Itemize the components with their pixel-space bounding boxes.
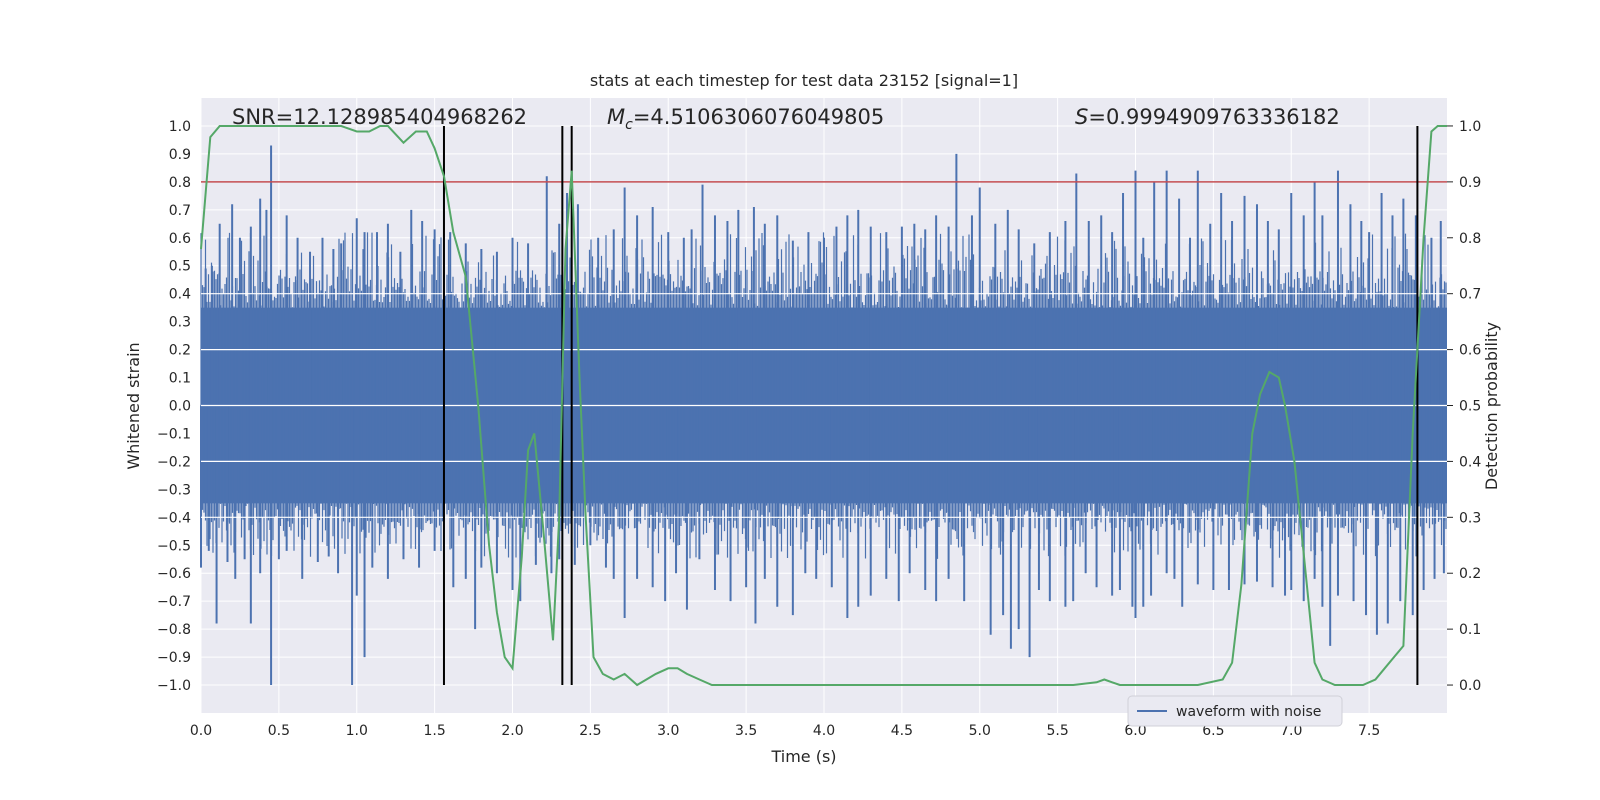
y2-tick-label: 0.5 [1459, 399, 1481, 415]
y2-tick-label: 0.1 [1459, 622, 1481, 638]
y2-tick-label: 0.4 [1459, 454, 1481, 470]
x-tick-label: 7.5 [1358, 723, 1380, 739]
y2-tick-label: 0.2 [1459, 566, 1481, 582]
x-tick-label: 3.0 [657, 723, 679, 739]
significance-annotation: S=0.9994909763336182 [1075, 105, 1340, 129]
x-tick-label: 6.5 [1202, 723, 1224, 739]
legend: waveform with noise [1127, 695, 1343, 727]
chirp-mass-subscript: c [625, 117, 633, 133]
x-tick-label: 3.5 [735, 723, 757, 739]
waveform-series [200, 145, 1447, 686]
x-tick-label: 0.0 [190, 723, 212, 739]
x-tick-label: 1.0 [346, 723, 368, 739]
y-tick-label: −1.0 [157, 678, 191, 694]
snr-annotation: SNR=12.128985404968262 [232, 105, 527, 129]
y2-tick-label: 0.0 [1459, 678, 1481, 694]
x-axis-ticks: 0.0 0.5 1.0 1.5 2.0 2.5 3.0 3.5 4.0 4.5 5.0 5.5 6.0 6… [190, 723, 1380, 739]
y-axis-ticks: −1.0 −0.9 −0.8 −0.7 −0.6 −0.5 −0.4 −0.3 −0.2 −0.1… [157, 119, 191, 694]
x-tick-label: 2.5 [579, 723, 601, 739]
y-axis-label: Whitened strain [124, 342, 143, 469]
secondary-grid-lines [201, 293, 1447, 518]
x-tick-label: 7.0 [1280, 723, 1302, 739]
x-tick-label: 4.5 [891, 723, 913, 739]
y-tick-label: 0.7 [169, 203, 191, 219]
y-tick-label: 0.6 [169, 231, 191, 247]
y-tick-label: −0.4 [157, 510, 191, 526]
y2-tick-label: 0.7 [1459, 287, 1481, 303]
chirp-mass-symbol: M [607, 105, 625, 129]
significance-value: =0.9994909763336182 [1088, 105, 1339, 129]
y-tick-label: −0.7 [157, 594, 191, 610]
x-tick-label: 4.0 [813, 723, 835, 739]
y-tick-label: −0.5 [157, 538, 191, 554]
y-tick-label: 1.0 [169, 119, 191, 135]
y-tick-label: 0.5 [169, 259, 191, 275]
y-tick-label: 0.2 [169, 343, 191, 359]
x-tick-label: 1.5 [423, 723, 445, 739]
y-tick-label: −0.2 [157, 454, 191, 470]
x-tick-label: 5.0 [969, 723, 991, 739]
y-tick-label: 0.4 [169, 287, 191, 303]
chirp-mass-value: =4.5106306076049805 [633, 105, 884, 129]
chart-title: stats at each timestep for test data 231… [590, 71, 1018, 90]
y-tick-label: −0.1 [157, 426, 191, 442]
significance-symbol: S [1075, 105, 1088, 129]
y-tick-label: 0.8 [169, 175, 191, 191]
y2-axis-ticks: 0.0 0.1 0.2 0.3 0.4 0.5 0.6 0.7 0.8 0.9 1.0 [1447, 119, 1481, 694]
y-tick-label: 0.1 [169, 371, 191, 387]
legend-box [1127, 695, 1343, 727]
x-tick-label: 0.5 [268, 723, 290, 739]
vertical-markers [442, 125, 1419, 686]
probability-line [200, 125, 1447, 687]
y-tick-label: 0.3 [169, 315, 191, 331]
chirp-mass-annotation: Mc=4.5106306076049805 [607, 105, 884, 133]
y2-tick-label: 0.9 [1459, 175, 1481, 191]
y-tick-label: 0.0 [169, 399, 191, 415]
y-tick-label: −0.8 [157, 622, 191, 638]
x-tick-label: 5.5 [1046, 723, 1068, 739]
x-tick-label: 2.0 [501, 723, 523, 739]
x-axis-label: Time (s) [770, 747, 836, 766]
y2-tick-label: 1.0 [1459, 119, 1481, 135]
y2-tick-label: 0.6 [1459, 343, 1481, 359]
y-tick-label: −0.3 [157, 482, 191, 498]
y-tick-label: −0.9 [157, 650, 191, 666]
y-tick-label: 0.9 [169, 147, 191, 163]
legend-label: waveform with noise [1176, 704, 1321, 720]
y-tick-label: −0.6 [157, 566, 191, 582]
y2-tick-label: 0.8 [1459, 231, 1481, 247]
y2-axis-label: Detection probability [1482, 322, 1501, 490]
x-tick-label: 6.0 [1124, 723, 1146, 739]
y2-tick-label: 0.3 [1459, 510, 1481, 526]
